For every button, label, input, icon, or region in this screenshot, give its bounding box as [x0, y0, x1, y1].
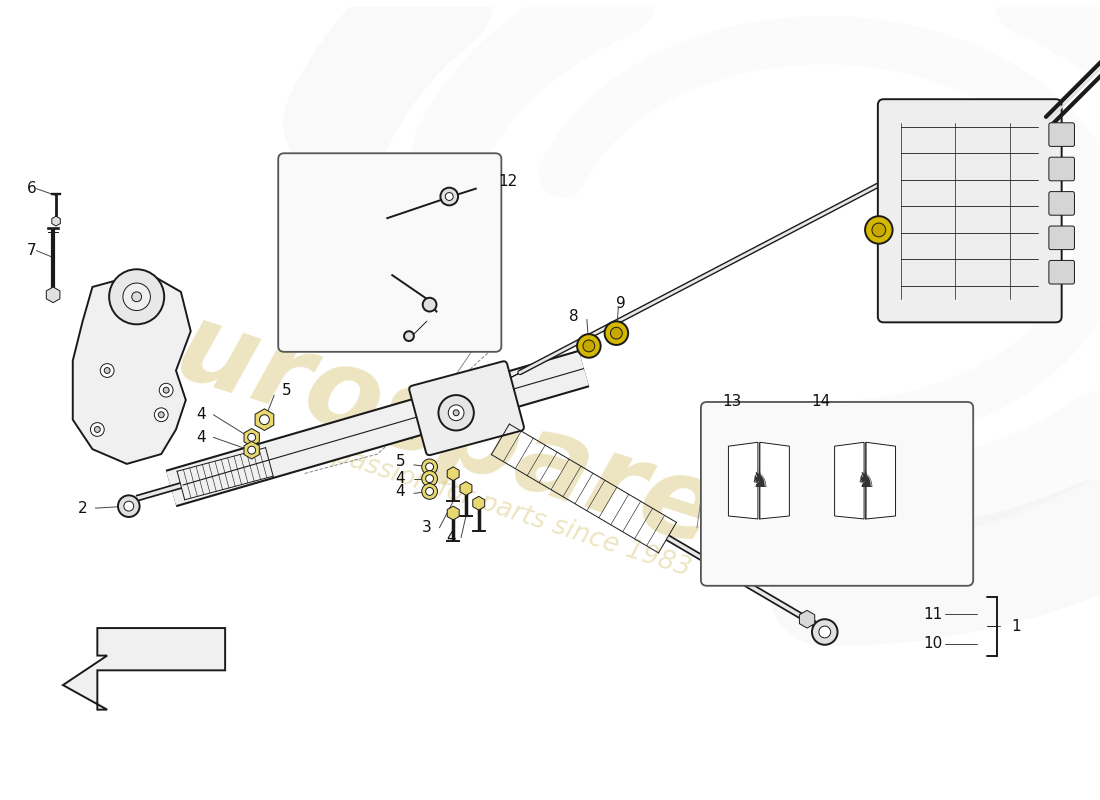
Circle shape [248, 446, 255, 454]
Text: 6: 6 [26, 181, 36, 196]
Circle shape [439, 395, 474, 430]
FancyBboxPatch shape [409, 362, 524, 455]
Polygon shape [460, 482, 472, 495]
Polygon shape [448, 467, 459, 481]
Text: 4: 4 [196, 407, 206, 422]
Text: 8: 8 [570, 309, 579, 324]
Text: 7: 7 [26, 243, 36, 258]
Circle shape [163, 387, 169, 393]
Polygon shape [448, 506, 459, 520]
FancyBboxPatch shape [878, 99, 1062, 322]
Text: 3: 3 [421, 520, 431, 535]
Circle shape [426, 487, 433, 495]
Circle shape [421, 483, 438, 499]
Circle shape [812, 619, 837, 645]
Circle shape [872, 223, 886, 237]
Circle shape [610, 327, 623, 339]
Circle shape [95, 426, 100, 433]
Polygon shape [63, 628, 226, 710]
Circle shape [109, 270, 164, 324]
Circle shape [605, 322, 628, 345]
FancyBboxPatch shape [1049, 157, 1075, 181]
Circle shape [100, 364, 114, 378]
Text: a passion for parts since 1983: a passion for parts since 1983 [307, 434, 694, 582]
Circle shape [248, 434, 255, 442]
Circle shape [421, 470, 438, 486]
Text: 2: 2 [78, 501, 88, 516]
Polygon shape [244, 429, 260, 446]
Circle shape [578, 334, 601, 358]
Text: ♞: ♞ [855, 470, 876, 490]
Text: ♞: ♞ [749, 470, 769, 490]
Text: 4: 4 [196, 430, 206, 445]
Text: 4: 4 [447, 530, 456, 545]
Text: 10: 10 [924, 636, 943, 651]
Text: 9: 9 [616, 296, 626, 311]
Text: 12: 12 [498, 174, 518, 190]
Circle shape [123, 283, 151, 310]
Circle shape [118, 495, 140, 517]
Circle shape [440, 188, 458, 206]
Polygon shape [728, 442, 758, 519]
Circle shape [90, 422, 104, 436]
Circle shape [422, 298, 437, 311]
FancyBboxPatch shape [1049, 192, 1075, 215]
Text: 14: 14 [811, 394, 830, 410]
Polygon shape [244, 442, 260, 459]
Polygon shape [760, 442, 790, 519]
Circle shape [426, 474, 433, 482]
FancyBboxPatch shape [1049, 226, 1075, 250]
Polygon shape [866, 442, 895, 519]
Polygon shape [255, 409, 274, 430]
Circle shape [158, 412, 164, 418]
FancyBboxPatch shape [701, 402, 974, 586]
Text: burospares: burospares [89, 270, 794, 590]
Text: 13: 13 [723, 394, 743, 410]
Text: 1: 1 [1012, 618, 1021, 634]
Circle shape [160, 383, 173, 397]
Circle shape [446, 193, 453, 201]
Circle shape [132, 292, 142, 302]
Circle shape [421, 459, 438, 474]
Polygon shape [52, 216, 60, 226]
Polygon shape [835, 442, 865, 519]
Polygon shape [800, 610, 815, 628]
Circle shape [583, 340, 595, 352]
Circle shape [865, 216, 892, 244]
FancyBboxPatch shape [1049, 261, 1075, 284]
Circle shape [260, 414, 270, 425]
Circle shape [426, 463, 433, 470]
FancyBboxPatch shape [278, 154, 502, 352]
Circle shape [453, 410, 459, 416]
Circle shape [449, 405, 464, 421]
Circle shape [124, 502, 134, 511]
FancyBboxPatch shape [1049, 122, 1075, 146]
Polygon shape [46, 287, 59, 302]
Circle shape [404, 331, 414, 341]
Text: 11: 11 [924, 606, 943, 622]
Polygon shape [473, 496, 485, 510]
Text: 4: 4 [395, 471, 405, 486]
Circle shape [154, 408, 168, 422]
Polygon shape [73, 272, 190, 464]
Text: 5: 5 [395, 454, 405, 470]
Circle shape [104, 367, 110, 374]
Text: 4: 4 [395, 484, 405, 499]
Circle shape [818, 626, 830, 638]
Text: 5: 5 [282, 382, 292, 398]
